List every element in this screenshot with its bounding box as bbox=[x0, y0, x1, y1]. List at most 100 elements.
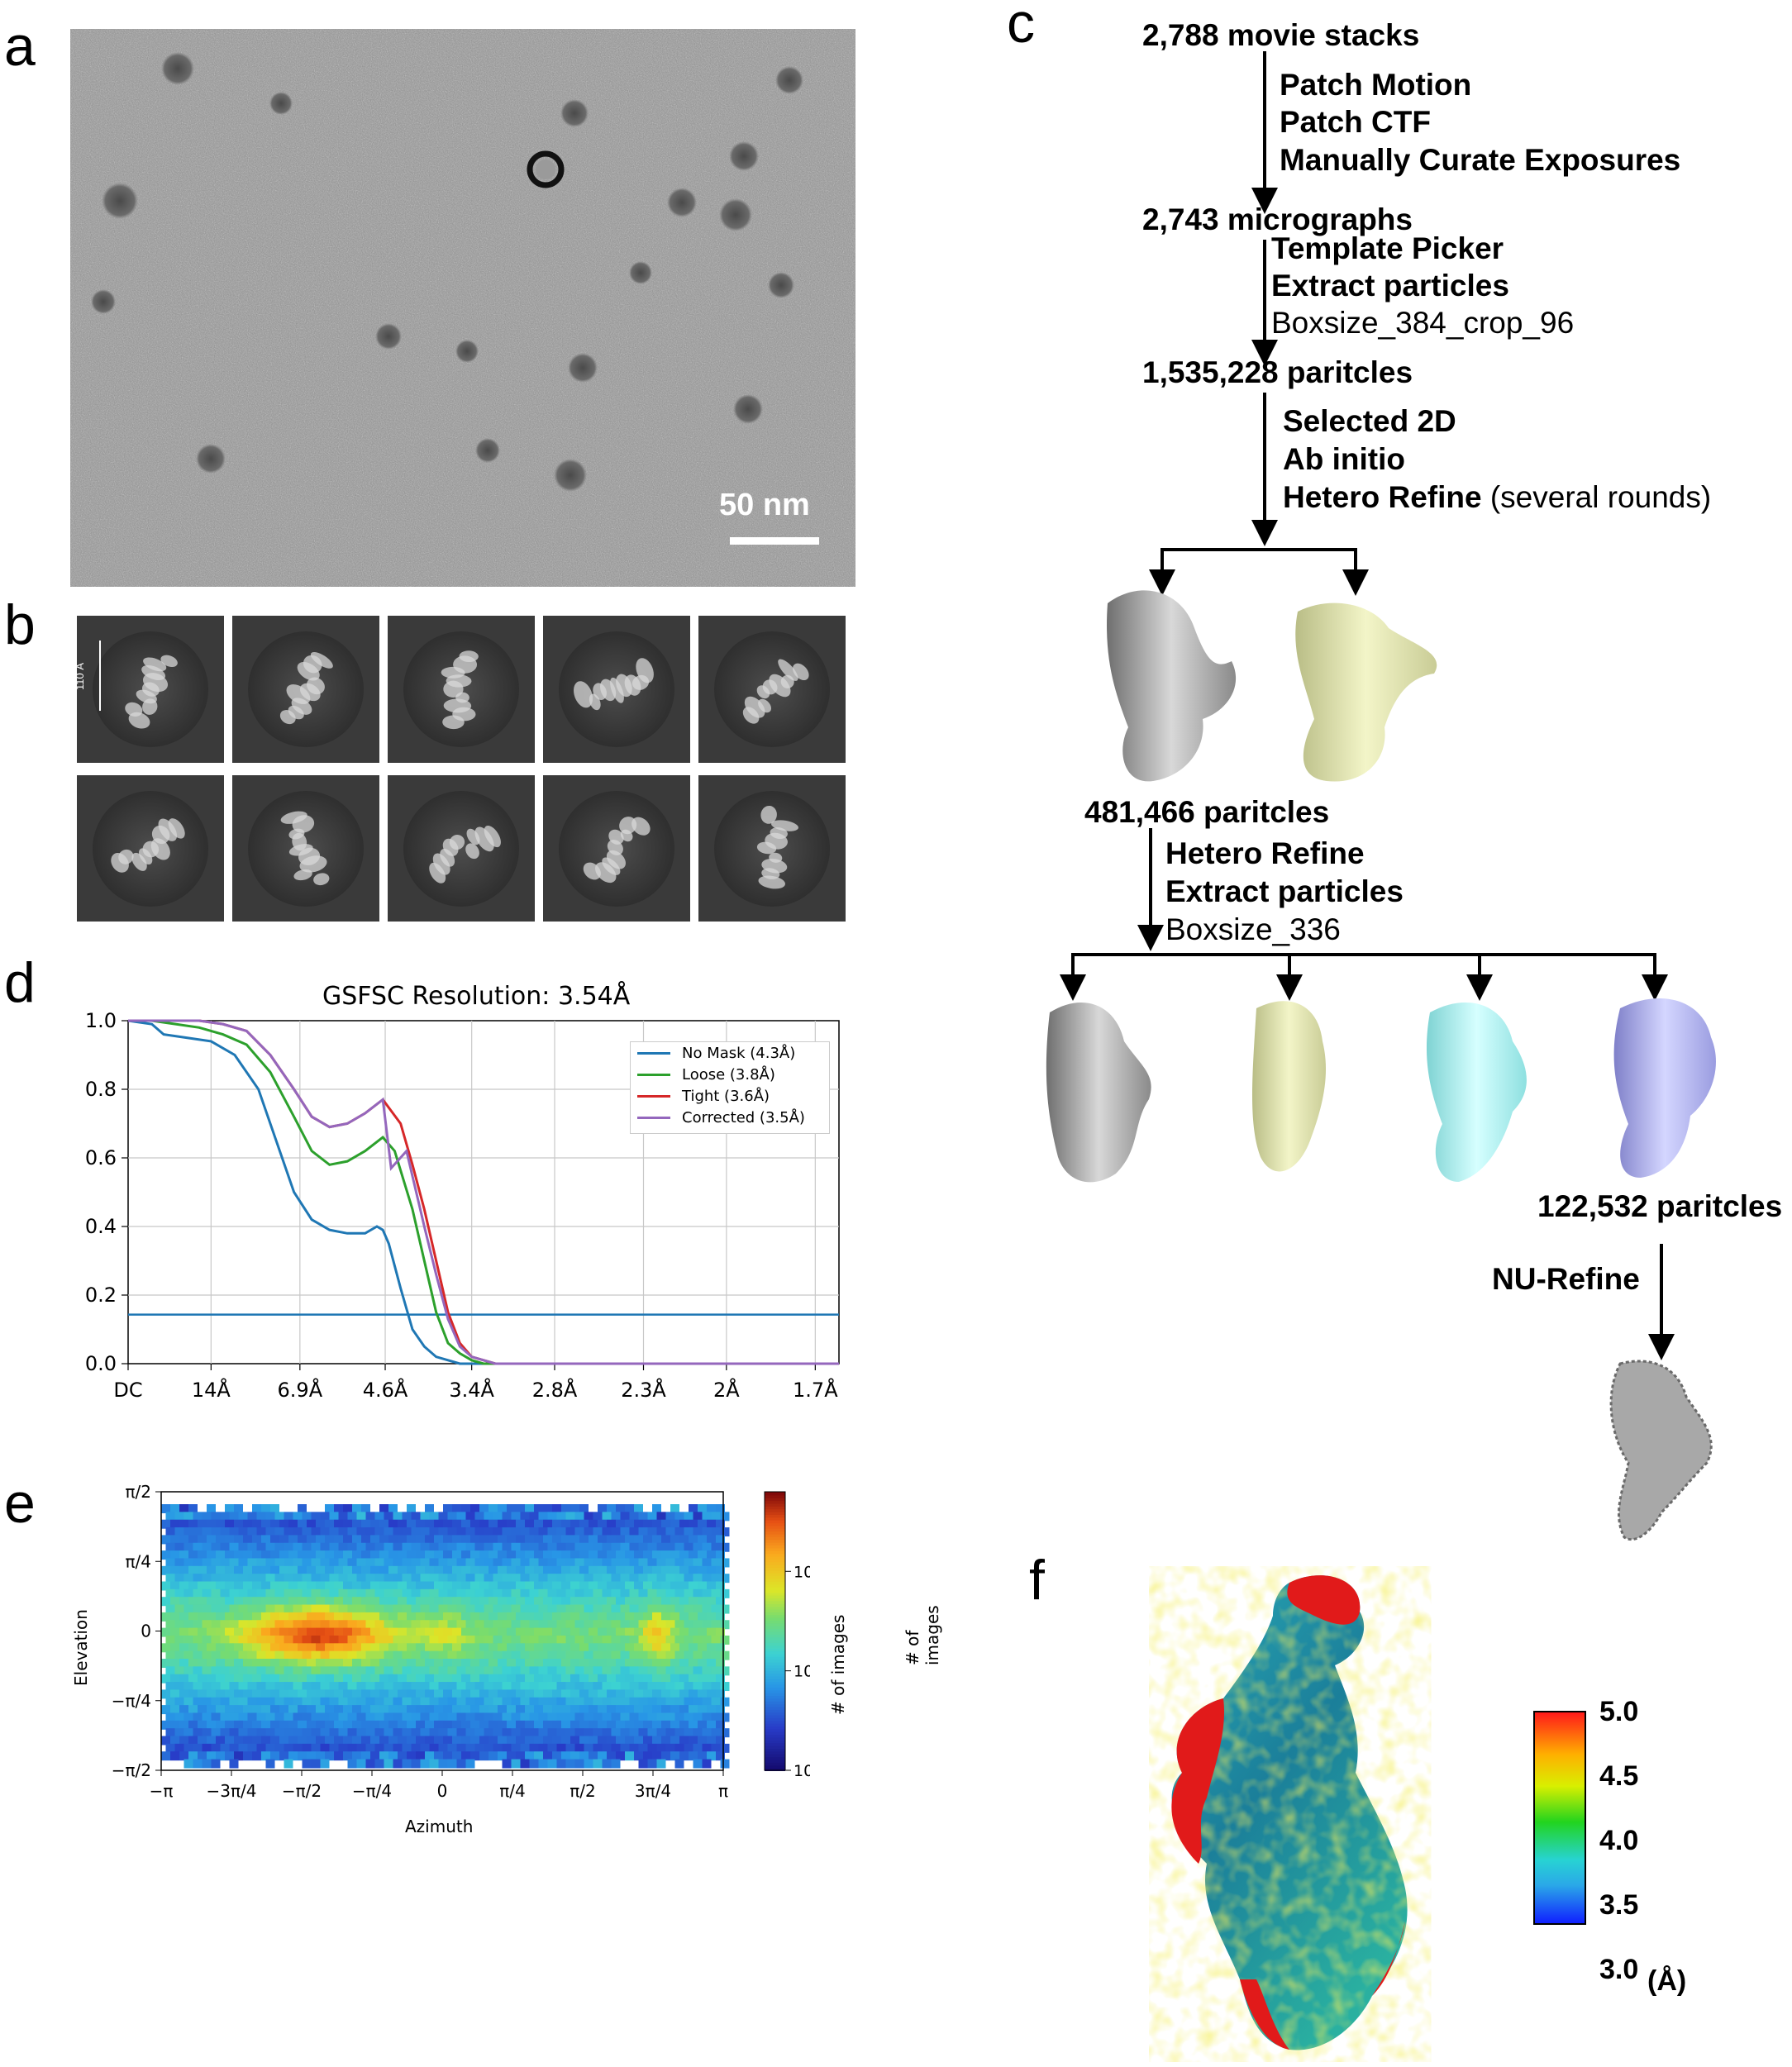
heatmap-cell bbox=[316, 1535, 325, 1545]
heatmap-cell bbox=[443, 1643, 452, 1653]
heatmap-cell bbox=[407, 1581, 416, 1591]
heatmap-cell bbox=[579, 1720, 589, 1730]
heatmap-cell bbox=[520, 1542, 530, 1552]
heatmap-cell bbox=[211, 1635, 221, 1645]
heatmap-cell bbox=[425, 1643, 434, 1653]
heatmap-cell bbox=[356, 1542, 366, 1552]
heatmap-cell bbox=[693, 1712, 703, 1722]
heatmap-cell bbox=[643, 1612, 652, 1622]
heatmap-cell bbox=[507, 1519, 516, 1529]
heatmap-cell bbox=[656, 1743, 666, 1753]
heatmap-cell bbox=[484, 1666, 493, 1676]
heatmap-cell bbox=[565, 1666, 575, 1676]
heatmap-cell bbox=[556, 1682, 566, 1692]
heatmap-cell bbox=[593, 1512, 603, 1522]
heatmap-cell bbox=[516, 1689, 525, 1699]
heatmap-cell bbox=[534, 1612, 543, 1622]
heatmap-cell bbox=[634, 1504, 643, 1513]
heatmap-cell bbox=[393, 1542, 403, 1552]
heatmap-cell bbox=[425, 1504, 434, 1513]
heatmap-cell bbox=[165, 1527, 175, 1537]
heatmap-cell bbox=[674, 1650, 684, 1660]
heatmap-cell bbox=[420, 1759, 430, 1769]
heatmap-cell bbox=[174, 1604, 184, 1614]
heatmap-cell bbox=[270, 1689, 279, 1699]
heatmap-cell bbox=[343, 1659, 352, 1668]
heatmap-cell bbox=[598, 1612, 607, 1622]
heatmap-cell bbox=[447, 1527, 457, 1537]
heatmap-cell bbox=[656, 1574, 666, 1584]
heatmap-cell bbox=[216, 1736, 225, 1746]
heatmap-cell bbox=[179, 1612, 188, 1622]
heatmap-cell bbox=[325, 1674, 334, 1684]
heatmap-cell bbox=[670, 1659, 679, 1668]
heatmap-cell bbox=[643, 1550, 652, 1560]
heatmap-cell bbox=[398, 1550, 407, 1560]
heatmap-cell bbox=[652, 1736, 661, 1746]
heatmap-cell bbox=[661, 1612, 670, 1622]
heatmap-cell bbox=[288, 1597, 298, 1607]
heatmap-cell bbox=[543, 1550, 552, 1560]
heatmap-cell bbox=[352, 1751, 361, 1761]
heatmap-cell bbox=[243, 1627, 252, 1637]
heatmap-cell bbox=[284, 1650, 293, 1660]
heatmap-cell bbox=[398, 1627, 407, 1637]
heatmap-cell bbox=[379, 1659, 388, 1668]
micrographs-label: 2,743 micrographs bbox=[1142, 202, 1413, 236]
heatmap-cell bbox=[211, 1759, 221, 1769]
heatmap-cell bbox=[507, 1689, 516, 1699]
heatmap-cell bbox=[456, 1743, 466, 1753]
heatmap-cell bbox=[179, 1705, 188, 1715]
step5-label: NU-Refine bbox=[1492, 1262, 1640, 1296]
heatmap-cell bbox=[298, 1612, 307, 1622]
heatmap-cell bbox=[574, 1743, 584, 1753]
heatmap-cell bbox=[347, 1542, 357, 1552]
heatmap-cell bbox=[707, 1597, 716, 1607]
heatmap-cell bbox=[198, 1751, 207, 1761]
heatmap-cell bbox=[279, 1736, 288, 1746]
heatmap-cell bbox=[365, 1512, 375, 1522]
heatmap-cell bbox=[302, 1759, 312, 1769]
heatmap-cell bbox=[584, 1697, 593, 1707]
heatmap-cell bbox=[356, 1728, 366, 1738]
heatmap-cell bbox=[461, 1581, 470, 1591]
heatmap-cell bbox=[316, 1751, 325, 1761]
heatmap-cell bbox=[711, 1604, 721, 1614]
heatmap-cell bbox=[570, 1674, 579, 1684]
heatmap-cell bbox=[379, 1705, 388, 1715]
heatmap-cell bbox=[170, 1612, 179, 1622]
heatmap-cell bbox=[311, 1558, 321, 1568]
heatmap-cell bbox=[589, 1751, 598, 1761]
heatmap-cell bbox=[420, 1574, 430, 1584]
heatmap-cell bbox=[374, 1527, 384, 1537]
local-res-tick-label: 4.5 bbox=[1599, 1760, 1639, 1792]
heatmap-cell bbox=[489, 1519, 498, 1529]
heatmap-cell bbox=[693, 1542, 703, 1552]
heatmap-cell bbox=[225, 1705, 234, 1715]
heatmap-cell bbox=[429, 1759, 439, 1769]
heatmap-cell bbox=[570, 1659, 579, 1668]
heatmap-cell bbox=[452, 1597, 461, 1607]
heatmap-cell bbox=[298, 1581, 307, 1591]
heatmap-cell bbox=[188, 1751, 198, 1761]
heatmap-cell bbox=[543, 1627, 552, 1637]
heatmap-cell bbox=[325, 1565, 334, 1575]
heatmap-cell bbox=[188, 1705, 198, 1715]
heatmap-cell bbox=[674, 1666, 684, 1676]
heatmap-cell bbox=[174, 1620, 184, 1630]
heatmap-cell bbox=[511, 1558, 521, 1568]
heatmap-cell bbox=[665, 1635, 675, 1645]
heatmap-cell bbox=[416, 1627, 425, 1637]
heatmap-cell bbox=[220, 1712, 230, 1722]
heatmap-cell bbox=[543, 1689, 552, 1699]
heatmap-cell bbox=[561, 1720, 570, 1730]
heatmap-cell bbox=[293, 1512, 303, 1522]
heatmap-cell bbox=[529, 1759, 539, 1769]
heatmap-cell bbox=[247, 1682, 257, 1692]
heatmap-cell bbox=[416, 1689, 425, 1699]
heatmap-cell bbox=[684, 1666, 693, 1676]
heatmap-cell bbox=[234, 1751, 243, 1761]
heatmap-cell bbox=[365, 1588, 375, 1598]
heatmap-cell bbox=[711, 1512, 721, 1522]
heatmap-cell bbox=[479, 1627, 489, 1637]
